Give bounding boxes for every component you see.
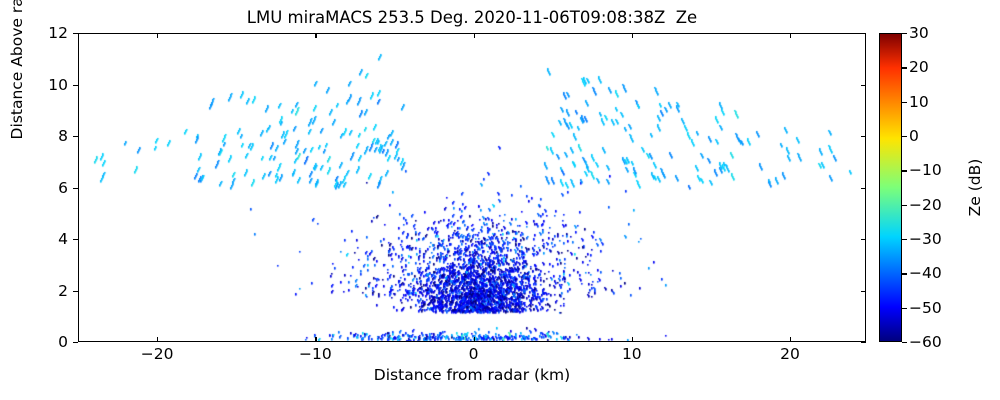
y-tick-label: 12 bbox=[48, 24, 68, 42]
colorbar bbox=[879, 33, 902, 342]
x-tick-label: −10 bbox=[298, 345, 332, 363]
colorbar-tick-label: −30 bbox=[909, 230, 942, 248]
page-title: LMU miraMACS 253.5 Deg. 2020-11-06T09:08… bbox=[246, 8, 698, 27]
y-tick-label: 2 bbox=[58, 281, 68, 300]
colorbar-tick bbox=[902, 204, 907, 206]
x-tick-top bbox=[631, 33, 634, 38]
colorbar-tick bbox=[902, 136, 907, 138]
x-tick-label: −20 bbox=[140, 345, 174, 363]
colorbar-tick bbox=[902, 239, 907, 241]
colorbar-tick bbox=[902, 273, 907, 275]
colorbar-tick bbox=[902, 342, 907, 344]
x-tick bbox=[473, 337, 475, 342]
colorbar-tick bbox=[902, 101, 907, 103]
colorbar-label: Ze (dB) bbox=[966, 158, 984, 217]
colorbar-tick-label: −40 bbox=[909, 264, 942, 283]
y-axis-label: Distance Above radar (km) bbox=[8, 0, 26, 140]
colorbar-tick bbox=[902, 33, 907, 35]
y-tick bbox=[73, 342, 78, 344]
x-tick-label: 20 bbox=[780, 345, 800, 363]
x-tick-top bbox=[790, 33, 792, 38]
colorbar-tick-label: 10 bbox=[909, 92, 929, 111]
x-tick-label: 10 bbox=[621, 345, 642, 363]
colorbar-gradient bbox=[880, 34, 901, 341]
colorbar-tick-label: 30 bbox=[909, 24, 929, 42]
y-tick bbox=[73, 84, 78, 86]
x-tick-top bbox=[315, 33, 317, 38]
colorbar-tick-label: −20 bbox=[909, 195, 942, 214]
x-tick-label: 0 bbox=[468, 345, 479, 363]
scatter-plot-canvas bbox=[79, 34, 865, 341]
y-tick bbox=[73, 290, 78, 292]
x-tick bbox=[315, 337, 317, 342]
colorbar-tick-label: 0 bbox=[909, 127, 919, 145]
y-tick-right bbox=[861, 33, 866, 35]
y-tick bbox=[73, 187, 78, 189]
x-tick-top bbox=[157, 33, 159, 38]
x-axis-label: Distance from radar (km) bbox=[373, 366, 571, 384]
colorbar-tick bbox=[902, 67, 907, 69]
y-tick-label: 4 bbox=[58, 230, 68, 248]
colorbar-tick-label: 20 bbox=[909, 58, 929, 77]
colorbar-tick-label: −60 bbox=[909, 333, 942, 351]
y-tick-right bbox=[861, 84, 866, 86]
y-tick-label: 0 bbox=[58, 333, 68, 351]
x-tick-top bbox=[473, 33, 475, 38]
y-tick-right bbox=[861, 187, 866, 189]
y-tick bbox=[73, 136, 78, 138]
colorbar-tick bbox=[902, 170, 907, 172]
colorbar-tick-label: −50 bbox=[909, 298, 942, 317]
colorbar-tick-label: −10 bbox=[909, 161, 942, 180]
y-tick-right bbox=[861, 239, 866, 241]
y-tick-right bbox=[861, 290, 866, 292]
y-tick-right bbox=[861, 342, 866, 344]
y-tick-label: 8 bbox=[58, 127, 68, 145]
plot-area bbox=[78, 33, 866, 342]
colorbar-tick bbox=[902, 307, 907, 309]
y-tick bbox=[73, 239, 78, 241]
y-tick-right bbox=[861, 136, 866, 138]
y-tick bbox=[73, 33, 78, 35]
y-tick-label: 6 bbox=[58, 178, 68, 197]
x-tick bbox=[631, 337, 634, 342]
y-tick-label: 10 bbox=[48, 75, 68, 94]
x-tick bbox=[157, 337, 159, 342]
x-tick bbox=[790, 337, 792, 342]
